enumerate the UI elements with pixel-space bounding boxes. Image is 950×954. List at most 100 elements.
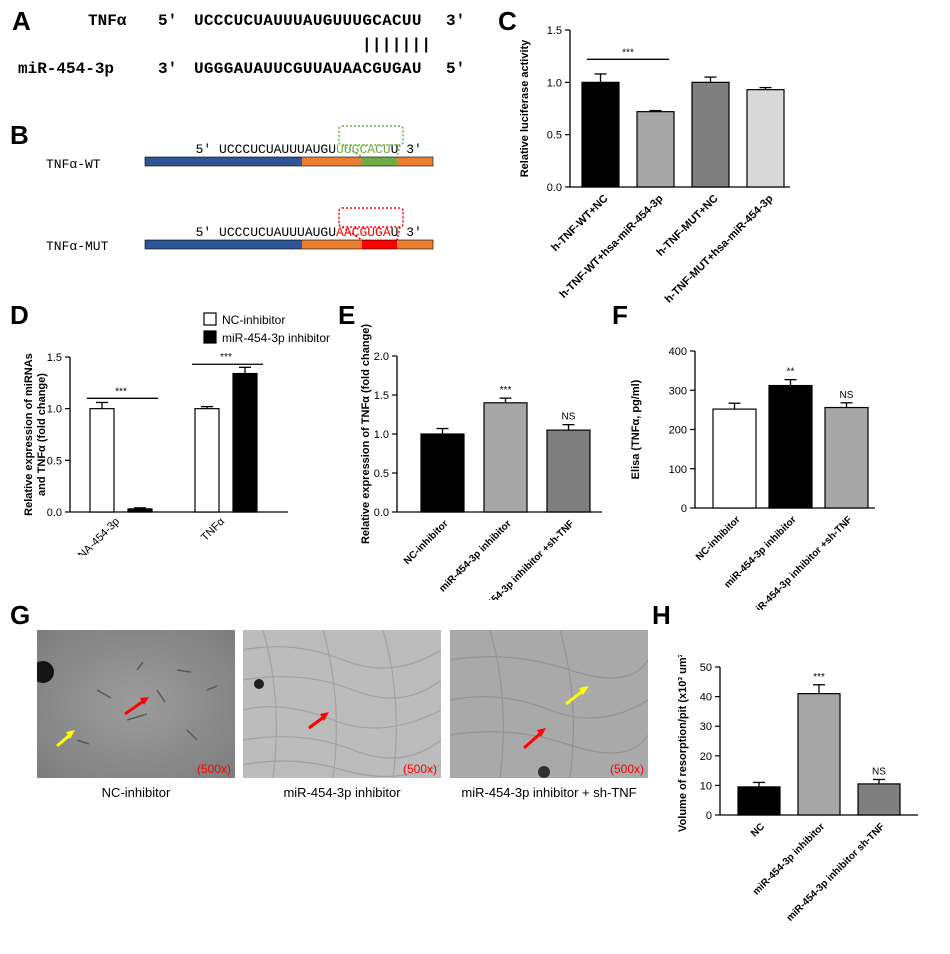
x-tick-label: miR-454-3p inhibitor sh-TNF: [785, 821, 887, 923]
y-tick-label: 0: [681, 503, 687, 515]
mut-segment-red: [362, 240, 397, 249]
legend-label: miR-454-3p inhibitor: [222, 331, 330, 345]
legend-swatch: [203, 330, 217, 344]
wt-prefix: 5′ UCCCUCUAUUUAUGU: [195, 142, 337, 157]
bar-d-1-0: [194, 408, 220, 513]
wt-segment-blue: [145, 157, 302, 166]
y-tick-label: 0.0: [47, 507, 62, 519]
y-axis-label-line: Relative expression of miRNAs: [23, 353, 35, 516]
y-axis-label: Elisa (TNFα, pg/ml): [630, 379, 642, 479]
x-tick-label: NC-inhibitor: [694, 514, 743, 563]
micrograph-mir-inhibitor-sh-tnf: (500x): [450, 630, 648, 778]
wt-site: UUGCACU: [336, 142, 391, 157]
y-tick-label: 300: [669, 385, 687, 397]
bar-c-2: [691, 81, 730, 188]
panel-a-mirna-sequence: UGGGAUAUUCGUUAUAACGUGAU: [194, 60, 422, 78]
y-tick-label: 1.5: [47, 352, 62, 364]
panel-b-mut-label: TNFα-MUT: [46, 239, 109, 254]
micrograph-nc-inhibitor: (500x): [37, 630, 235, 778]
x-tick-label: miR-454-3p inhibitor: [437, 518, 513, 594]
y-tick-label: 1.0: [47, 404, 62, 416]
wt-segment-orange-2: [397, 157, 433, 166]
y-tick-label: 10: [700, 780, 712, 792]
mut-connector-left: [341, 226, 363, 241]
bar-f-2: [824, 406, 869, 509]
x-tick-label: miRNA-454-3p: [62, 516, 122, 555]
y-axis-label: Volume of resorption/pit (x10³ um³): [677, 655, 689, 832]
mut-prefix: 5′ UCCCUCUAUUUAUGU: [195, 225, 337, 240]
panel-a-mirna-5prime: 5′: [446, 60, 466, 78]
legend-swatch: [203, 312, 217, 326]
mut-segment-blue: [145, 240, 302, 249]
x-tick-label: h-TNF-WT+hsa-miR-454-3p: [558, 192, 666, 300]
wt-outline: [144, 156, 434, 167]
bar-c-1: [636, 111, 675, 188]
mut-segment-orange-2: [397, 240, 433, 249]
y-axis-label-line: and TNFα (fold change): [36, 373, 48, 496]
bar-h-0: [737, 786, 781, 816]
bar-f-1: [768, 384, 813, 509]
x-tick-label: NC: [749, 821, 767, 839]
micrograph-2-texture: [243, 630, 441, 778]
chart-c: 0.0 0.5 1.0 1.5 Relative luciferase activity…: [519, 25, 790, 305]
y-tick-label: 0: [706, 810, 712, 822]
red-arrowhead: [320, 712, 329, 721]
bar-h-1: [797, 693, 841, 816]
wt-site-box: [338, 125, 404, 146]
y-tick-label: 0.5: [547, 130, 562, 142]
bar-c-0: [581, 81, 620, 188]
micrograph-3-texture: [450, 630, 648, 778]
panel-letter-b: B: [10, 120, 29, 150]
dark-spot: [37, 661, 54, 683]
yellow-arrow: [565, 688, 585, 706]
mut-connector-right: [396, 226, 401, 241]
y-tick-label: 1.5: [547, 25, 562, 37]
panel-a-mirna-label: miR-454-3p: [18, 60, 115, 78]
x-tick-label: miR-454-3p inhibitor +sh-TNF: [748, 514, 855, 610]
chart-f: 0 100 200 300 400 Elisa (TNFα, pg/ml) NC-inhib…: [630, 346, 875, 610]
panel-letter-a: A: [12, 6, 31, 36]
red-arrowhead: [140, 697, 149, 705]
bar-d-0-1: [127, 508, 153, 513]
wt-segment-orange-1: [302, 157, 362, 166]
y-tick-label: 1.5: [374, 390, 389, 402]
panel-letter-h: H: [652, 600, 671, 630]
y-tick-label: 200: [669, 425, 687, 437]
y-axis-label: Relative expression of TNFα (fold change…: [360, 324, 372, 544]
panel-a-mirna-3prime: 3′: [158, 60, 178, 78]
y-tick-label: 1.0: [547, 77, 562, 89]
panel-a-pairing: |||||||: [362, 36, 432, 54]
significance-label: NS: [840, 390, 854, 401]
y-tick-label: 100: [669, 464, 687, 476]
red-arrow: [124, 698, 146, 716]
y-tick-label: 0.0: [547, 182, 562, 194]
panel-a-gene-5prime: 5′: [158, 12, 178, 30]
panel-b-constructs: [144, 125, 434, 250]
micrograph-1-caption: NC-inhibitor: [101, 785, 171, 800]
panel-letter-d: D: [10, 300, 29, 330]
x-tick-label: miR-454-3p inhibitor +sh-TNF: [470, 518, 577, 600]
mut-site-box: [338, 207, 404, 228]
chart-h: 0 10 20 30 40 50 Volume of resorption/pit (x10…: [677, 655, 918, 924]
mut-suffix: U 3′: [390, 225, 422, 240]
significance-label: ***: [813, 672, 825, 683]
y-tick-label: 0.0: [374, 507, 389, 519]
wt-connector-right: [396, 144, 401, 158]
micrograph-3-magnification: (500x): [609, 762, 644, 776]
panel-b-wt-label: TNFα-WT: [46, 157, 101, 172]
significance-label: ***: [115, 386, 127, 397]
red-arrowhead: [537, 728, 546, 737]
wt-connector-left: [341, 144, 363, 158]
y-tick-label: 1.0: [374, 429, 389, 441]
y-tick-label: 20: [700, 751, 712, 763]
bar-e-1: [483, 402, 528, 513]
wt-segment-green: [362, 157, 397, 166]
y-tick-label: 0.5: [47, 455, 62, 467]
yellow-arrowhead: [579, 686, 589, 695]
panel-b-wt-sequence: 5′ UCCCUCUAUUUAUGUUUGCACUU 3′: [180, 127, 422, 157]
micrograph-1-texture: [37, 630, 235, 778]
panel-b-mut-sequence: 5′ UCCCUCUAUUUAUGUAACGUGAU 3′: [180, 210, 422, 240]
x-tick-label: TNFα: [199, 515, 228, 544]
panel-letter-g: G: [10, 600, 31, 630]
